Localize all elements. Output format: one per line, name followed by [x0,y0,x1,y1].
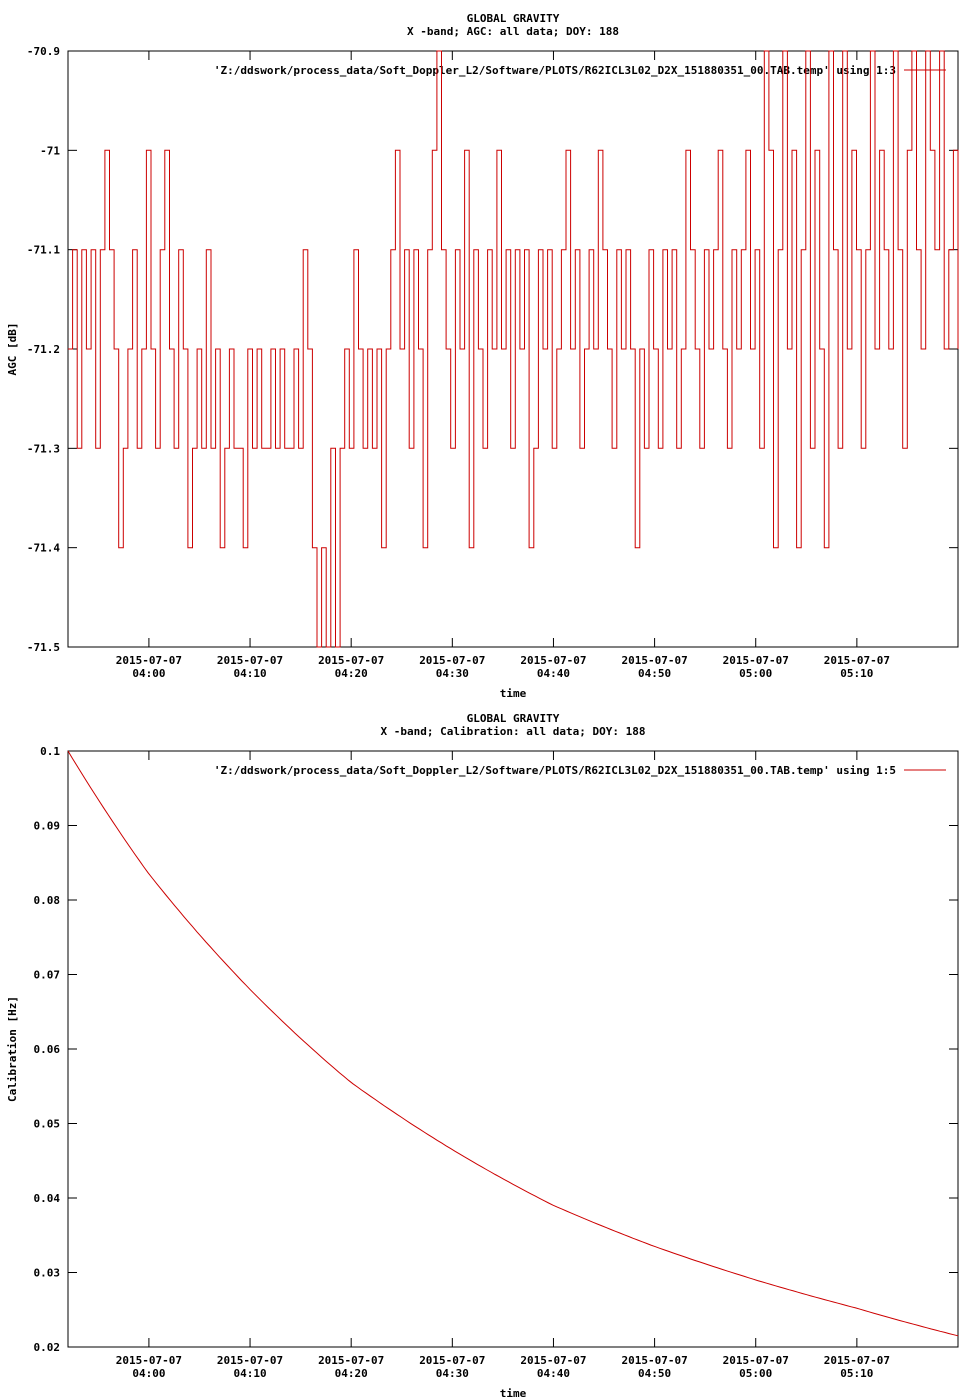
x-tick-time: 04:50 [638,667,671,680]
y-tick-label: 0.06 [34,1043,61,1056]
y-tick-label: -71.5 [27,641,60,654]
x-axis-label: time [500,1387,527,1400]
x-tick-time: 04:20 [335,667,368,680]
x-tick-time: 04:20 [335,1367,368,1380]
x-tick-date: 2015-07-07 [824,1354,890,1367]
x-tick-date: 2015-07-07 [723,654,789,667]
x-tick-date: 2015-07-07 [621,1354,687,1367]
x-tick-time: 04:00 [132,667,165,680]
x-tick-time: 05:10 [840,667,873,680]
y-tick-label: -71.1 [27,244,60,257]
x-tick-time: 04:40 [537,667,570,680]
x-tick-time: 04:40 [537,1367,570,1380]
chart-subtitle: X -band; Calibration: all data; DOY: 188 [381,725,646,738]
x-tick-time: 05:10 [840,1367,873,1380]
y-tick-label: 0.09 [34,820,61,833]
y-tick-label: -70.9 [27,45,60,58]
y-tick-label: 0.07 [34,969,61,982]
x-tick-time: 04:50 [638,1367,671,1380]
x-tick-time: 04:10 [233,667,266,680]
x-tick-date: 2015-07-07 [824,654,890,667]
x-tick-date: 2015-07-07 [318,654,384,667]
x-tick-date: 2015-07-07 [217,654,283,667]
x-axis-label: time [500,687,527,700]
series-line [67,750,959,1337]
x-tick-time: 04:30 [436,1367,469,1380]
x-tick-date: 2015-07-07 [116,654,182,667]
x-tick-date: 2015-07-07 [621,654,687,667]
y-axis-label: Calibration [Hz] [6,996,19,1102]
legend-label: 'Z:/ddswork/process_data/Soft_Doppler_L2… [214,64,896,77]
x-tick-date: 2015-07-07 [520,654,586,667]
x-tick-time: 04:30 [436,667,469,680]
y-tick-label: 0.04 [34,1192,61,1205]
y-tick-label: 0.1 [40,745,60,758]
chart-subtitle: X -band; AGC: all data; DOY: 188 [407,25,619,38]
y-tick-label: 0.02 [34,1341,61,1354]
x-tick-date: 2015-07-07 [419,654,485,667]
x-tick-time: 05:00 [739,1367,772,1380]
y-tick-label: 0.05 [34,1118,61,1131]
x-tick-date: 2015-07-07 [419,1354,485,1367]
x-tick-date: 2015-07-07 [723,1354,789,1367]
legend-label: 'Z:/ddswork/process_data/Soft_Doppler_L2… [214,764,896,777]
x-tick-time: 04:10 [233,1367,266,1380]
x-tick-date: 2015-07-07 [217,1354,283,1367]
y-tick-label: -71.3 [27,442,60,455]
chart-title: GLOBAL GRAVITY [467,712,560,725]
x-tick-date: 2015-07-07 [520,1354,586,1367]
plot-frame [67,750,959,1348]
x-tick-date: 2015-07-07 [116,1354,182,1367]
y-tick-label: -71 [40,144,60,157]
y-tick-label: -71.4 [27,542,60,555]
x-tick-time: 04:00 [132,1367,165,1380]
y-axis-label: AGC [dB] [6,323,19,376]
series-line [68,50,959,648]
y-tick-label: 0.08 [34,894,61,907]
y-tick-label: -71.2 [27,343,60,356]
chart-title: GLOBAL GRAVITY [467,12,560,25]
y-tick-label: 0.03 [34,1267,61,1280]
x-tick-date: 2015-07-07 [318,1354,384,1367]
x-tick-time: 05:00 [739,667,772,680]
